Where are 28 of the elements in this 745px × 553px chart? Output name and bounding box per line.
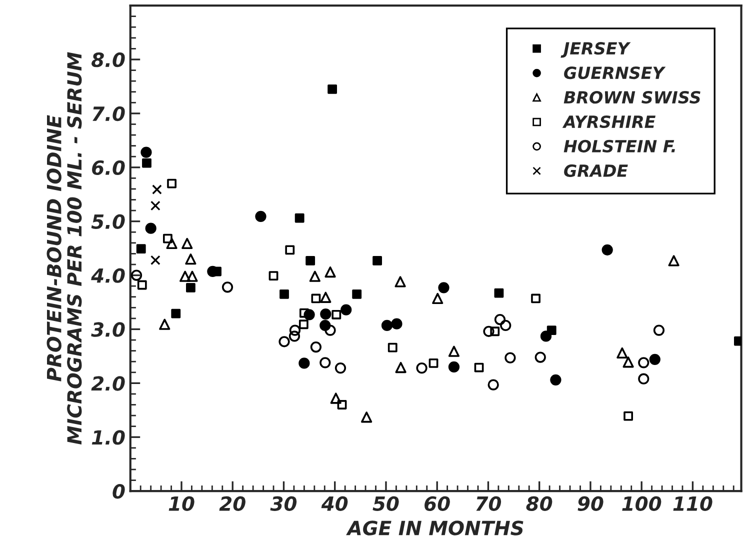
x-tick-label: 100	[622, 496, 662, 511]
legend-label: GUERNSEY	[564, 66, 666, 80]
x-tick-label: 50	[372, 496, 399, 511]
x-tick-label: 40	[321, 496, 348, 511]
y-tick-label: 3.0	[91, 322, 125, 337]
y-tick-label: 0	[112, 484, 125, 499]
x-tick-label: 10	[168, 496, 194, 511]
x-tick-label: 70	[476, 496, 502, 511]
y-tick-label: 1.0	[92, 430, 125, 445]
legend-label: BROWN SWISS	[564, 90, 700, 104]
x-tick-label: 110	[673, 496, 712, 511]
x-tick-label: 80	[526, 496, 552, 511]
y-tick-label: 5.0	[91, 214, 125, 229]
legend-label: GRADE	[564, 164, 628, 177]
x-tick-label: 20	[219, 496, 246, 511]
y-axis-title: PROTEIN-BOUND IODINE MICROGRAMS PER 100 ML. - SERUM	[46, 52, 82, 444]
x-tick-label: 60	[424, 496, 450, 511]
x-axis-title: AGE IN MONTHS	[346, 520, 524, 536]
legend-label: JERSEY	[560, 42, 631, 58]
y-tick-label: 7.0	[92, 106, 125, 122]
legend-label: AYRSHIRE	[562, 115, 656, 128]
legend-label: HOLSTEIN F.	[564, 140, 675, 153]
y-tick-label: 6.0	[92, 160, 125, 176]
x-tick-label: 30	[270, 496, 297, 511]
y-tick-label: 4.0	[91, 268, 125, 283]
y-tick-label: 2.0	[91, 376, 125, 391]
y-tick-label: 8.0	[92, 52, 125, 68]
x-tick-label: 90	[578, 496, 604, 511]
